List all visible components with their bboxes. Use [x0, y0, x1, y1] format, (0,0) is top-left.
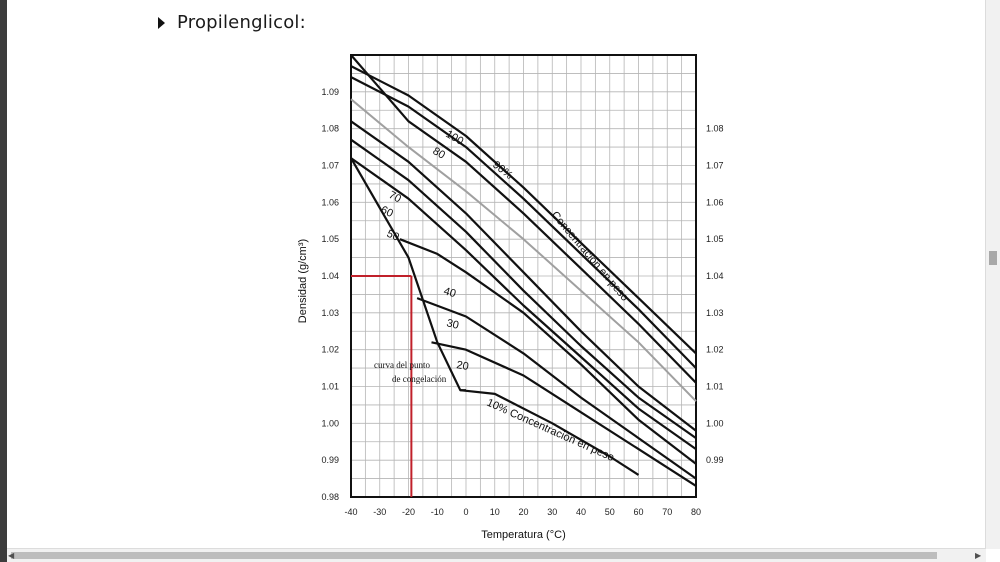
- x-axis-label: Temperatura (°C): [481, 529, 565, 541]
- y-tick-label-right: 1.07: [706, 161, 724, 171]
- series-label-60: 60: [379, 204, 395, 220]
- series-line: [350, 157, 466, 392]
- y-tick-label-right: 1.03: [706, 308, 724, 318]
- section-heading: Propilenglicol:: [158, 12, 306, 33]
- y-tick-label-right: 1.08: [706, 124, 724, 134]
- series-line: [399, 238, 697, 465]
- x-tick-label: 60: [633, 507, 643, 517]
- series-label-30: 30: [445, 317, 460, 332]
- x-tick-label: -10: [431, 507, 444, 517]
- series-line: [350, 65, 697, 355]
- series-label-40: 40: [442, 285, 457, 300]
- series-line: [416, 297, 697, 480]
- series-line: [350, 98, 697, 402]
- annotation-freezing-1: curva del punto: [374, 360, 430, 370]
- annotation-concentracion: Concentración en peso: [549, 209, 631, 303]
- series-label-50: 50: [385, 228, 401, 244]
- y-tick-label-left: 1.03: [321, 308, 339, 318]
- series-label-20: 20: [455, 359, 469, 373]
- y-tick-label-right: 1.00: [706, 418, 724, 428]
- y-tick-label-left: 1.08: [321, 124, 339, 134]
- y-tick-label-left: 1.07: [321, 161, 339, 171]
- y-tick-label-left: 1.06: [321, 197, 339, 207]
- x-tick-label: 0: [463, 507, 468, 517]
- y-tick-label-right: 1.05: [706, 234, 724, 244]
- series-line: [350, 120, 697, 432]
- series-line: [350, 138, 697, 439]
- y-tick-label-left: 1.05: [321, 234, 339, 244]
- y-tick-label-left: 1.01: [321, 382, 339, 392]
- y-tick-label-left: 1.09: [321, 87, 339, 97]
- bullet-triangle-icon: [158, 16, 165, 29]
- x-tick-label: 40: [576, 507, 586, 517]
- series-line: [460, 389, 640, 476]
- y-axis-label: Densidad (g/cm³): [297, 239, 309, 323]
- series-label-10: 10% Concentración en peso: [485, 397, 616, 464]
- scroll-right-arrow-icon[interactable]: ▶: [975, 551, 982, 560]
- window-left-edge: [0, 0, 7, 562]
- y-tick-label-right: 0.99: [706, 455, 724, 465]
- x-tick-label: 50: [605, 507, 615, 517]
- y-tick-label-right: 1.04: [706, 271, 724, 281]
- x-tick-label: 80: [691, 507, 701, 517]
- y-tick-label-right: 1.01: [706, 382, 724, 392]
- horizontal-scroll-thumb[interactable]: [11, 552, 937, 559]
- series-label-80: 80: [431, 145, 448, 162]
- series-line: [431, 341, 697, 487]
- x-tick-label: -20: [402, 507, 415, 517]
- x-tick-label: 70: [662, 507, 672, 517]
- series-line: [350, 76, 697, 369]
- tick-labels: -40 -30 -20 -10 0 10 20 30 40 50 60 70 801.091.081.0…: [321, 87, 723, 517]
- y-tick-label-right: 1.06: [706, 197, 724, 207]
- x-tick-label: 20: [518, 507, 528, 517]
- y-tick-label-left: 0.99: [321, 455, 339, 465]
- series-group: [350, 54, 697, 487]
- y-tick-label-left: 1.00: [321, 418, 339, 428]
- x-tick-label: -30: [373, 507, 386, 517]
- heading-text: Propilenglicol:: [177, 12, 306, 33]
- y-tick-label-left: 0.98: [321, 492, 339, 502]
- series-line: [350, 157, 697, 450]
- y-tick-label-right: 1.02: [706, 345, 724, 355]
- horizontal-scrollbar[interactable]: [7, 548, 986, 562]
- series-line: [350, 54, 697, 384]
- y-tick-label-left: 1.02: [321, 345, 339, 355]
- x-tick-label: -40: [344, 507, 357, 517]
- vertical-scrollbar[interactable]: [985, 0, 1000, 549]
- y-tick-label-left: 1.04: [321, 271, 339, 281]
- scroll-left-arrow-icon[interactable]: ◀: [8, 551, 15, 560]
- vertical-scroll-thumb[interactable]: [989, 251, 997, 265]
- series-label-70: 70: [387, 189, 403, 205]
- annotation-freezing-2: de congelación: [392, 374, 447, 384]
- x-tick-label: 30: [547, 507, 557, 517]
- x-tick-label: 10: [490, 507, 500, 517]
- reference-lines: [351, 275, 413, 497]
